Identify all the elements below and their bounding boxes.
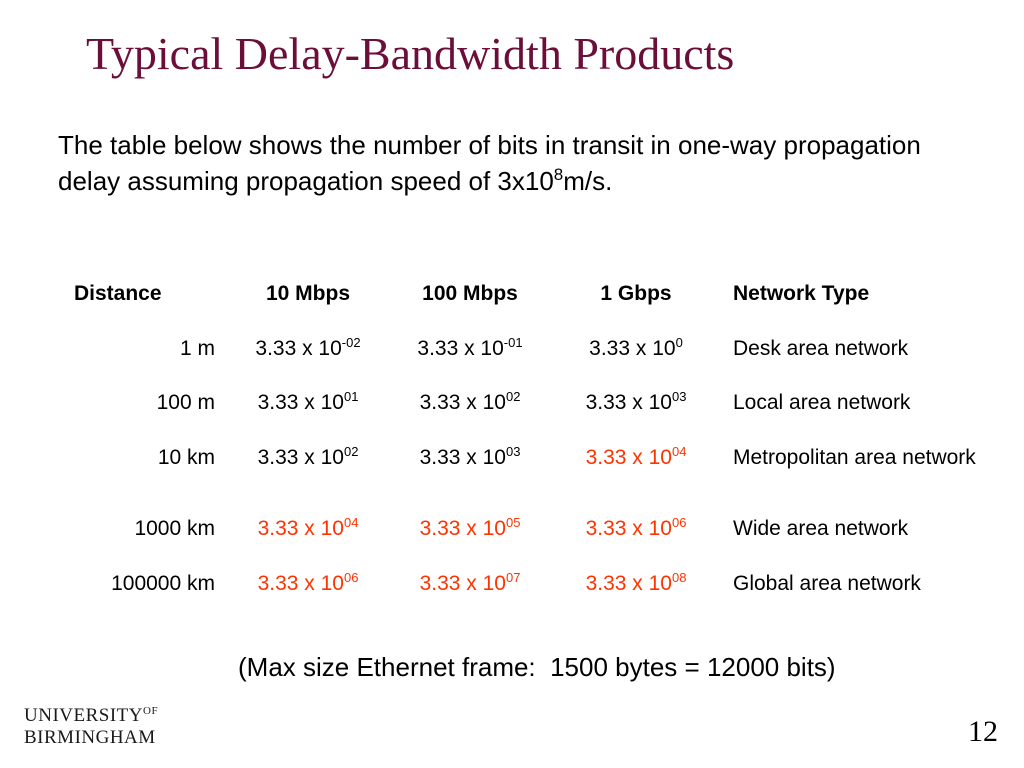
value-base: 3.33 x 10 (419, 446, 506, 469)
row4-100mbps: 3.33 x 1005 (390, 514, 550, 544)
intro-text: The table below shows the number of bits… (58, 130, 921, 196)
row1-distance: 1 m (179, 337, 215, 360)
row2-100mbps: 3.33 x 1002 (390, 388, 550, 418)
value-base: 3.33 x 10 (589, 337, 676, 360)
value-base: 3.33 x 10 (417, 337, 504, 360)
intro-exponent: 8 (553, 165, 564, 184)
row3-1gbps: 3.33 x 1004 (556, 443, 716, 473)
row1-1gbps: 3.33 x 100 (556, 334, 716, 364)
row4-network-type: Wide area network (733, 517, 909, 540)
row5-distance: 100000 km (111, 572, 215, 595)
university-logo: UNIVERSITYOF BIRMINGHAM (24, 705, 159, 748)
logo-university: UNIVERSITY (24, 705, 143, 726)
value-base: 3.33 x 10 (257, 391, 344, 414)
row4-distance: 1000 km (134, 517, 215, 540)
header-1gbps: 1 Gbps (600, 282, 672, 305)
value-exponent: 08 (671, 570, 687, 585)
logo-line1: UNIVERSITYOF (24, 705, 159, 728)
row5-10mbps: 3.33 x 1006 (228, 569, 388, 599)
value-exponent: -01 (503, 335, 523, 350)
value-exponent: 03 (671, 389, 687, 404)
row3-10mbps: 3.33 x 1002 (228, 443, 388, 473)
header-network-type: Network Type (733, 282, 870, 305)
intro-paragraph: The table below shows the number of bits… (58, 127, 978, 199)
row2-distance: 100 m (156, 391, 215, 414)
row2-10mbps: 3.33 x 1001 (228, 388, 388, 418)
value-base: 3.33 x 10 (585, 391, 672, 414)
value-exponent: 04 (343, 515, 359, 530)
value-base: 3.33 x 10 (585, 446, 672, 469)
value-exponent: 0 (675, 335, 683, 350)
value-exponent: 05 (505, 515, 521, 530)
value-exponent: 06 (671, 515, 687, 530)
value-base: 3.33 x 10 (585, 517, 672, 540)
row1-100mbps: 3.33 x 10-01 (390, 334, 550, 364)
value-base: 3.33 x 10 (257, 446, 344, 469)
value-base: 3.33 x 10 (255, 337, 342, 360)
header-100mbps: 100 Mbps (422, 282, 518, 305)
value-exponent: 06 (343, 570, 359, 585)
value-exponent: 04 (671, 444, 687, 459)
row2-1gbps: 3.33 x 1003 (556, 388, 716, 418)
row3-distance: 10 km (157, 446, 215, 469)
row1-10mbps: 3.33 x 10-02 (228, 334, 388, 364)
row3-network-type: Metropolitan area network (733, 446, 976, 469)
row3-100mbps: 3.33 x 1003 (390, 443, 550, 473)
row5-1gbps: 3.33 x 1008 (556, 569, 716, 599)
value-exponent: 02 (343, 444, 359, 459)
value-exponent: 01 (343, 389, 359, 404)
value-exponent: 03 (505, 444, 521, 459)
row2-network-type: Local area network (733, 391, 911, 414)
value-base: 3.33 x 10 (257, 517, 344, 540)
value-exponent: -02 (341, 335, 361, 350)
value-base: 3.33 x 10 (419, 391, 506, 414)
row4-1gbps: 3.33 x 1006 (556, 514, 716, 544)
ethernet-frame-note: (Max size Ethernet frame: 1500 bytes = 1… (238, 652, 836, 682)
value-base: 3.33 x 10 (257, 572, 344, 595)
value-exponent: 07 (505, 570, 521, 585)
value-base: 3.33 x 10 (419, 517, 506, 540)
value-exponent: 02 (505, 389, 521, 404)
header-distance: Distance (74, 282, 162, 305)
logo-of: OF (143, 705, 159, 717)
value-base: 3.33 x 10 (585, 572, 672, 595)
logo-line2: BIRMINGHAM (24, 727, 156, 748)
row1-network-type: Desk area network (733, 337, 909, 360)
page-number: 12 (968, 715, 998, 748)
slide-title: Typical Delay-Bandwidth Products (86, 28, 735, 79)
row4-10mbps: 3.33 x 1004 (228, 514, 388, 544)
header-10mbps: 10 Mbps (265, 282, 351, 305)
row5-100mbps: 3.33 x 1007 (390, 569, 550, 599)
value-base: 3.33 x 10 (419, 572, 506, 595)
row5-network-type: Global area network (733, 572, 921, 595)
intro-text-end: m/s. (563, 166, 613, 196)
